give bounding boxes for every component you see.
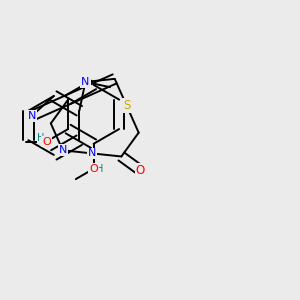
- Text: O: O: [89, 164, 98, 174]
- Text: O: O: [42, 136, 51, 147]
- Text: H: H: [96, 164, 103, 174]
- Text: N: N: [58, 145, 67, 155]
- Text: H: H: [37, 133, 45, 143]
- Text: N: N: [88, 148, 96, 158]
- Text: N: N: [28, 111, 36, 121]
- Text: S: S: [123, 99, 130, 112]
- Text: N: N: [81, 77, 90, 87]
- Text: O: O: [136, 164, 145, 177]
